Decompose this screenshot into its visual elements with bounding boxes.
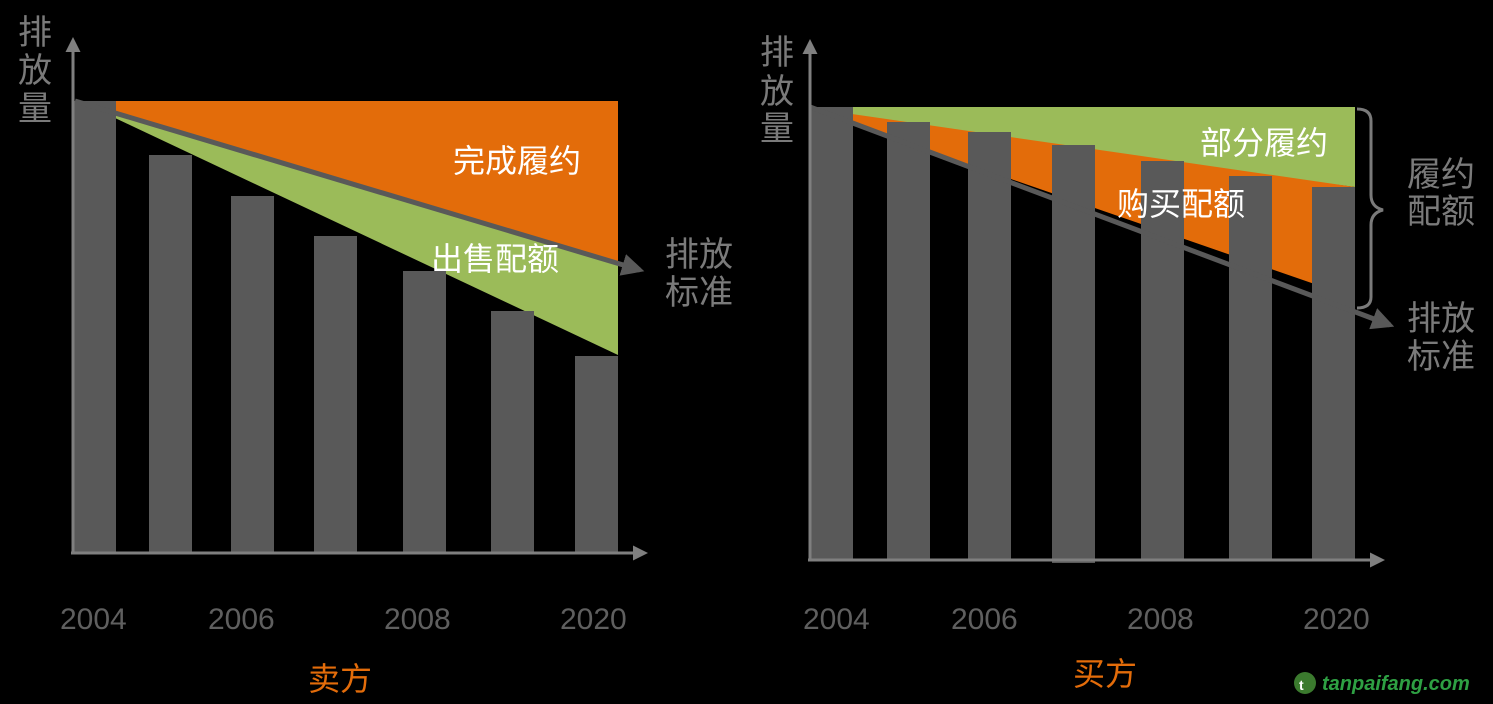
buyer-buy-region <box>838 112 1355 298</box>
buyer-bracket-label-2: 配额 <box>1407 192 1475 232</box>
seller-panel: 排 放 量 完成履约 出售配额 排放 标准 2004 2006 2008 202… <box>18 13 733 698</box>
buyer-standard-label-1: 排放 <box>1407 299 1475 339</box>
seller-xtick-2006: 2006 <box>208 603 275 636</box>
buyer-xtick-2020: 2020 <box>1303 603 1370 636</box>
buyer-bar <box>887 122 930 560</box>
buyer-ylabel-2: 放 <box>760 72 794 112</box>
seller-standard-label-1: 排放 <box>665 235 733 275</box>
seller-title: 卖方 <box>308 660 372 698</box>
seller-bar <box>491 311 534 553</box>
seller-ylabel-3: 量 <box>18 89 52 129</box>
seller-standard-line <box>74 98 645 276</box>
buyer-bars <box>810 107 1355 563</box>
buyer-bracket-label-1: 履约 <box>1407 155 1475 195</box>
buyer-xtick-2008: 2008 <box>1127 603 1194 636</box>
seller-sell-label: 出售配额 <box>431 240 559 278</box>
seller-standard-label-2: 标准 <box>665 273 733 313</box>
seller-complete-label: 完成履约 <box>453 142 581 180</box>
buyer-standard-label-2: 标准 <box>1407 337 1475 377</box>
buyer-ylabel-3: 量 <box>760 109 794 149</box>
buyer-bar <box>968 132 1011 560</box>
seller-bar <box>73 101 116 553</box>
seller-bar <box>149 155 192 553</box>
watermark-logo-glyph: t <box>1299 677 1304 693</box>
seller-xtick-2008: 2008 <box>384 603 451 636</box>
buyer-buy-label: 购买配额 <box>1117 185 1245 223</box>
buyer-bar <box>810 107 853 560</box>
buyer-bar <box>1229 176 1272 560</box>
watermark-logo-icon <box>1294 672 1316 694</box>
buyer-title: 买方 <box>1073 655 1137 693</box>
buyer-allowance-bracket <box>1356 107 1384 310</box>
watermark: t tanpaifang.com <box>1294 672 1470 695</box>
buyer-standard-line <box>809 104 1395 330</box>
seller-bar <box>231 196 274 553</box>
seller-bar <box>575 356 618 553</box>
seller-ylabel-1: 排 <box>18 13 52 53</box>
seller-sell-region <box>95 108 618 355</box>
buyer-bar <box>1141 161 1184 560</box>
buyer-bar <box>1052 145 1095 563</box>
buyer-ylabel-1: 排 <box>760 33 794 73</box>
buyer-panel: 排 放 量 部分履约 购买配额 履约 配额 排放 标准 2004 2006 20… <box>760 33 1475 693</box>
seller-bar <box>403 271 446 553</box>
watermark-text: tanpaifang.com <box>1322 673 1470 695</box>
seller-bars <box>73 101 618 553</box>
seller-ylabel-2: 放 <box>18 51 52 91</box>
buyer-xtick-2006: 2006 <box>951 603 1018 636</box>
seller-xtick-2020: 2020 <box>560 603 627 636</box>
buyer-xtick-2004: 2004 <box>803 603 870 636</box>
seller-bar <box>314 236 357 553</box>
seller-xtick-2004: 2004 <box>60 603 127 636</box>
buyer-partial-label: 部分履约 <box>1200 124 1328 162</box>
buyer-bar <box>1312 187 1355 560</box>
